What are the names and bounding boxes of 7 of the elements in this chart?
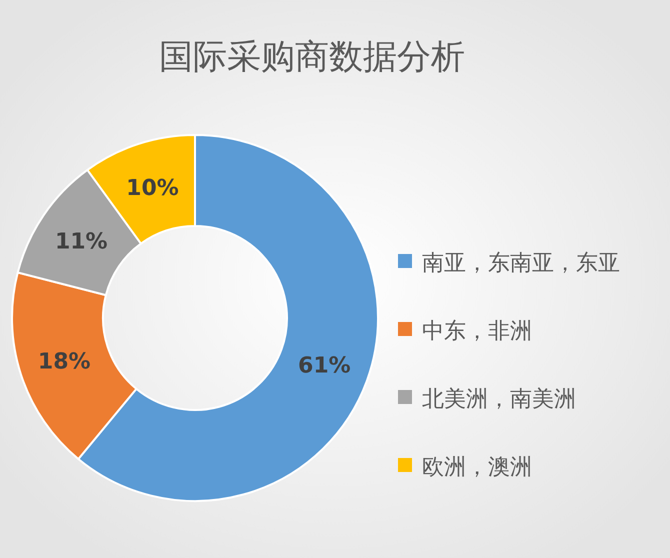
data-label: 10%	[126, 176, 179, 202]
legend-label: 中东，非洲	[422, 319, 532, 344]
legend-label: 欧洲，澳洲	[422, 455, 532, 480]
data-label: 11%	[54, 230, 108, 255]
chart-title: 国际采购商数据分析	[159, 37, 465, 77]
data-label: 18%	[38, 349, 91, 374]
data-label: 61%	[298, 354, 351, 379]
